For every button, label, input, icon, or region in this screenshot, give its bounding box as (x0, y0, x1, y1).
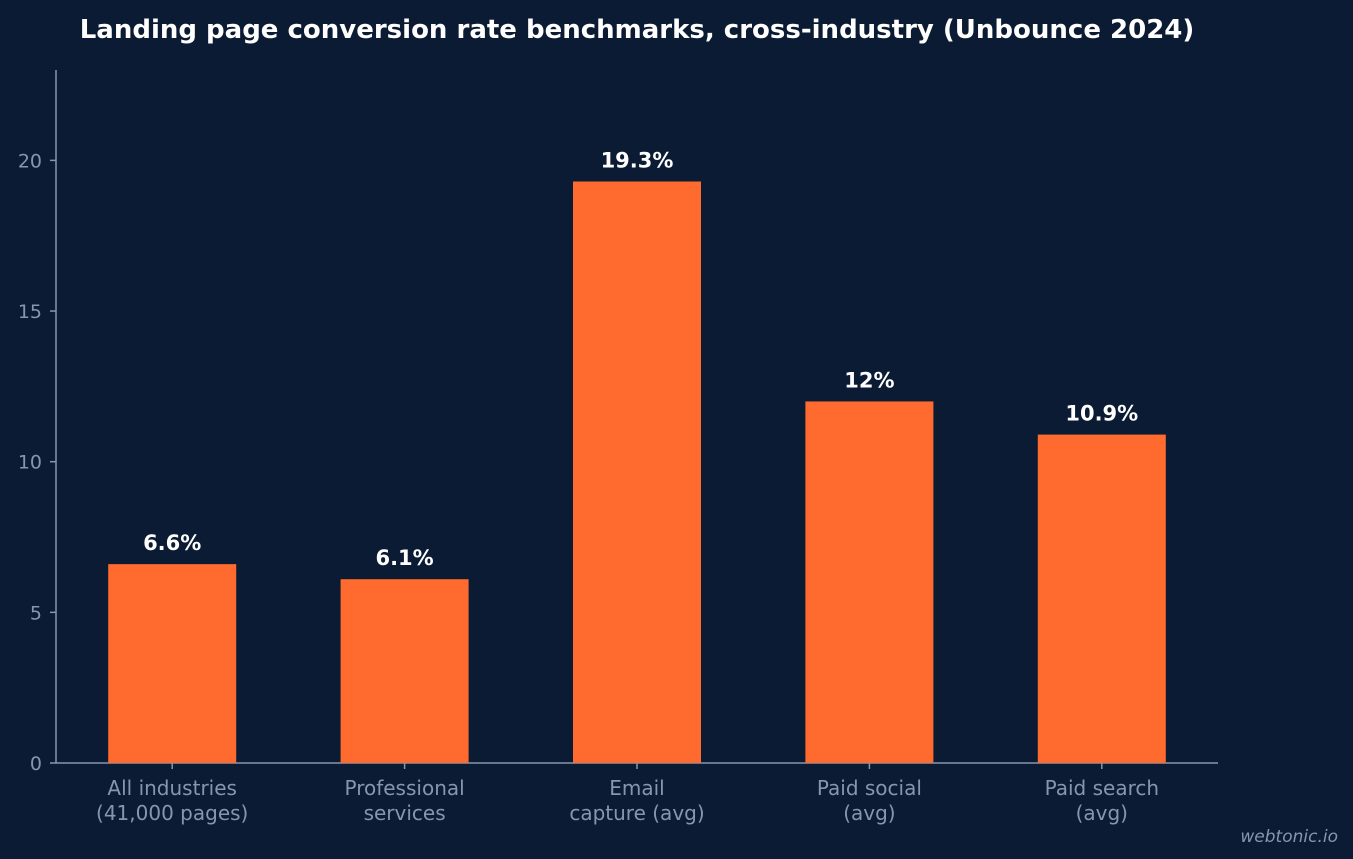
bar-value-label: 10.9% (1065, 402, 1138, 426)
y-tick-label: 5 (30, 602, 42, 624)
x-category-label: Professional services (344, 776, 464, 825)
bar (108, 564, 237, 763)
watermark: webtonic.io (1240, 827, 1338, 847)
x-category-label: Paid social (avg) (817, 776, 922, 825)
x-category-label: Email capture (avg) (569, 776, 704, 825)
labels: 6.6% All industries (41,000 pages) 6.1% Prof… (96, 148, 1159, 825)
bar (573, 181, 701, 763)
bar-value-label: 6.6% (143, 531, 201, 555)
y-tick-label: 15 (18, 301, 42, 323)
bar (805, 401, 934, 763)
bar-value-label: 6.1% (375, 546, 433, 570)
bars (108, 181, 1166, 763)
x-category-label: All industries (41,000 pages) (96, 776, 248, 825)
y-tick-label: 20 (18, 150, 42, 172)
bar-value-label: 12% (844, 368, 894, 392)
bar (340, 579, 469, 763)
axes: 0 5 10 15 20 (18, 70, 1218, 775)
y-tick-label: 10 (18, 452, 42, 474)
bar (1037, 434, 1166, 763)
x-category-label: Paid search (avg) (1045, 776, 1159, 825)
bar-value-label: 19.3% (601, 148, 674, 172)
y-tick-label: 0 (30, 753, 42, 775)
chart-title: Landing page conversion rate benchmarks,… (80, 15, 1195, 45)
